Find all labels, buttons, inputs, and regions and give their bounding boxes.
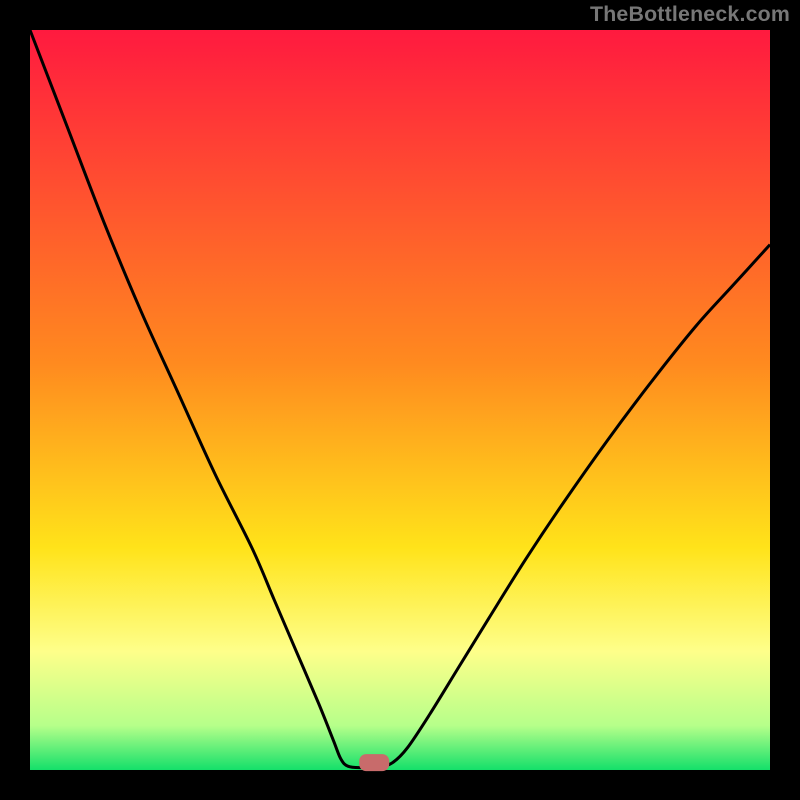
optimum-marker bbox=[359, 754, 389, 772]
chart-stage: TheBottleneck.com bbox=[0, 0, 800, 800]
bottleneck-curve bbox=[30, 30, 770, 770]
watermark-text: TheBottleneck.com bbox=[590, 2, 790, 27]
curve-path bbox=[30, 30, 770, 768]
plot-area bbox=[30, 30, 770, 770]
